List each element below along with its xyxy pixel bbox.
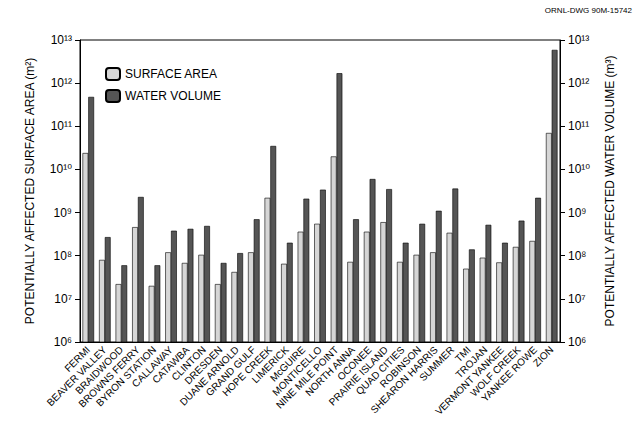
svg-text:NORTH ANNA: NORTH ANNA — [303, 344, 357, 398]
svg-text:FERMI: FERMI — [62, 344, 93, 374]
svg-text:DRESDEN: DRESDEN — [182, 344, 225, 387]
svg-text:QUAD CITIES: QUAD CITIES — [353, 344, 407, 397]
svg-text:10¹⁰: 10¹⁰ — [50, 162, 72, 176]
svg-text:10⁶: 10⁶ — [54, 335, 72, 349]
svg-text:10¹¹: 10¹¹ — [51, 119, 72, 133]
svg-text:YANKEE ROWE: YANKEE ROWE — [479, 344, 539, 404]
svg-text:DUANE ARNOLD: DUANE ARNOLD — [177, 344, 242, 408]
svg-text:10⁷: 10⁷ — [54, 292, 72, 306]
svg-text:NINE MILE POINT: NINE MILE POINT — [273, 344, 341, 411]
svg-text:WATER VOLUME: WATER VOLUME — [125, 89, 221, 103]
svg-text:ORNL-DWG 90M-15742: ORNL-DWG 90M-15742 — [545, 6, 633, 15]
svg-text:PRAIRIE ISLAND: PRAIRIE ISLAND — [326, 344, 391, 408]
svg-text:BROWNS FERRY: BROWNS FERRY — [76, 344, 142, 410]
svg-text:MONTICELLO: MONTICELLO — [270, 344, 324, 398]
svg-text:GRAND GULF: GRAND GULF — [203, 344, 258, 399]
svg-text:McGUIRE: McGUIRE — [267, 344, 308, 384]
svg-text:POTENTIALLY AFFECTED SURFACE A: POTENTIALLY AFFECTED SURFACE AREA (m²) — [23, 58, 37, 324]
svg-text:10¹²: 10¹² — [568, 76, 589, 90]
svg-text:POTENTIALLY AFFECTED WATER VOL: POTENTIALLY AFFECTED WATER VOLUME (m³) — [603, 56, 617, 327]
svg-text:10¹⁰: 10¹⁰ — [568, 162, 590, 176]
svg-text:10⁸: 10⁸ — [568, 249, 586, 263]
svg-text:CALLAWAY: CALLAWAY — [129, 344, 175, 390]
svg-text:TMI: TMI — [452, 344, 473, 365]
svg-text:CLINTON: CLINTON — [169, 344, 208, 383]
svg-text:SHEARON HARRIS: SHEARON HARRIS — [368, 344, 440, 416]
svg-text:BEAVER VALLEY: BEAVER VALLEY — [44, 344, 109, 409]
svg-text:10⁹: 10⁹ — [568, 206, 587, 220]
svg-text:10⁶: 10⁶ — [568, 335, 586, 349]
svg-text:BRAIDWOOD: BRAIDWOOD — [73, 344, 126, 397]
svg-text:HOPE CREEK: HOPE CREEK — [220, 344, 275, 399]
svg-text:WOLF CREEK: WOLF CREEK — [468, 344, 523, 399]
svg-text:10⁹: 10⁹ — [54, 206, 73, 220]
svg-text:SURFACE AREA: SURFACE AREA — [125, 67, 217, 81]
svg-text:ZION: ZION — [531, 344, 556, 369]
svg-text:SUMMER: SUMMER — [417, 344, 456, 383]
svg-text:10⁸: 10⁸ — [54, 249, 72, 263]
svg-text:BYRON STATION: BYRON STATION — [94, 344, 159, 409]
svg-text:10¹³: 10¹³ — [51, 33, 72, 47]
svg-text:LIMERICK: LIMERICK — [249, 344, 291, 386]
svg-text:TROJAN: TROJAN — [453, 344, 490, 381]
svg-text:10¹²: 10¹² — [51, 76, 72, 90]
svg-text:ROBINSON: ROBINSON — [377, 344, 424, 390]
svg-text:10¹¹: 10¹¹ — [568, 119, 589, 133]
svg-text:VERMONT YANKEE: VERMONT YANKEE — [433, 344, 506, 417]
svg-text:10⁷: 10⁷ — [568, 292, 586, 306]
svg-text:CATAWBA: CATAWBA — [150, 344, 192, 386]
svg-text:OCONEE: OCONEE — [335, 344, 374, 383]
svg-text:10¹³: 10¹³ — [568, 33, 589, 47]
